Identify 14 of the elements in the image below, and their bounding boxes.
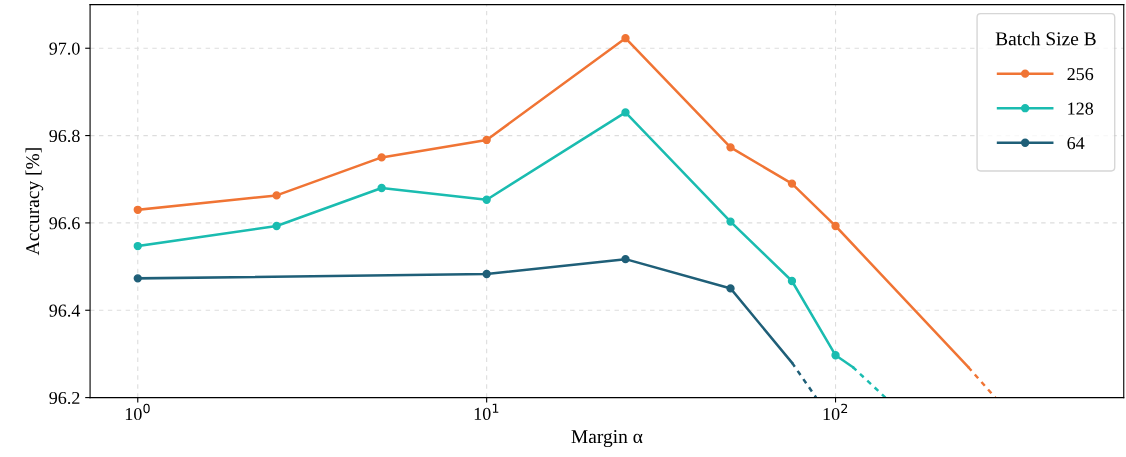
legend-label: 256 [1067, 68, 1094, 81]
y-tick-label: 96.2 [49, 391, 80, 405]
y-tick-label: 96.8 [49, 129, 80, 143]
legend-label: 128 [1068, 102, 1094, 115]
y-tick-label: 96.4 [49, 304, 81, 317]
y-tick-label: 96.6 [49, 217, 80, 230]
y-tick-label: 97.0 [49, 42, 80, 55]
x-tick-label: 10$^{2}$ [823, 403, 848, 421]
x-tick-label: 10$^{1}$ [474, 403, 499, 420]
y-axis-title: Accuracy [%] [25, 148, 44, 256]
x-tick-label: 10$^{0}$ [125, 403, 150, 421]
x-axis-title: Margin α [571, 430, 643, 448]
legend-label: 64 [1067, 137, 1085, 150]
legend-title: Batch Size B [995, 31, 1096, 46]
